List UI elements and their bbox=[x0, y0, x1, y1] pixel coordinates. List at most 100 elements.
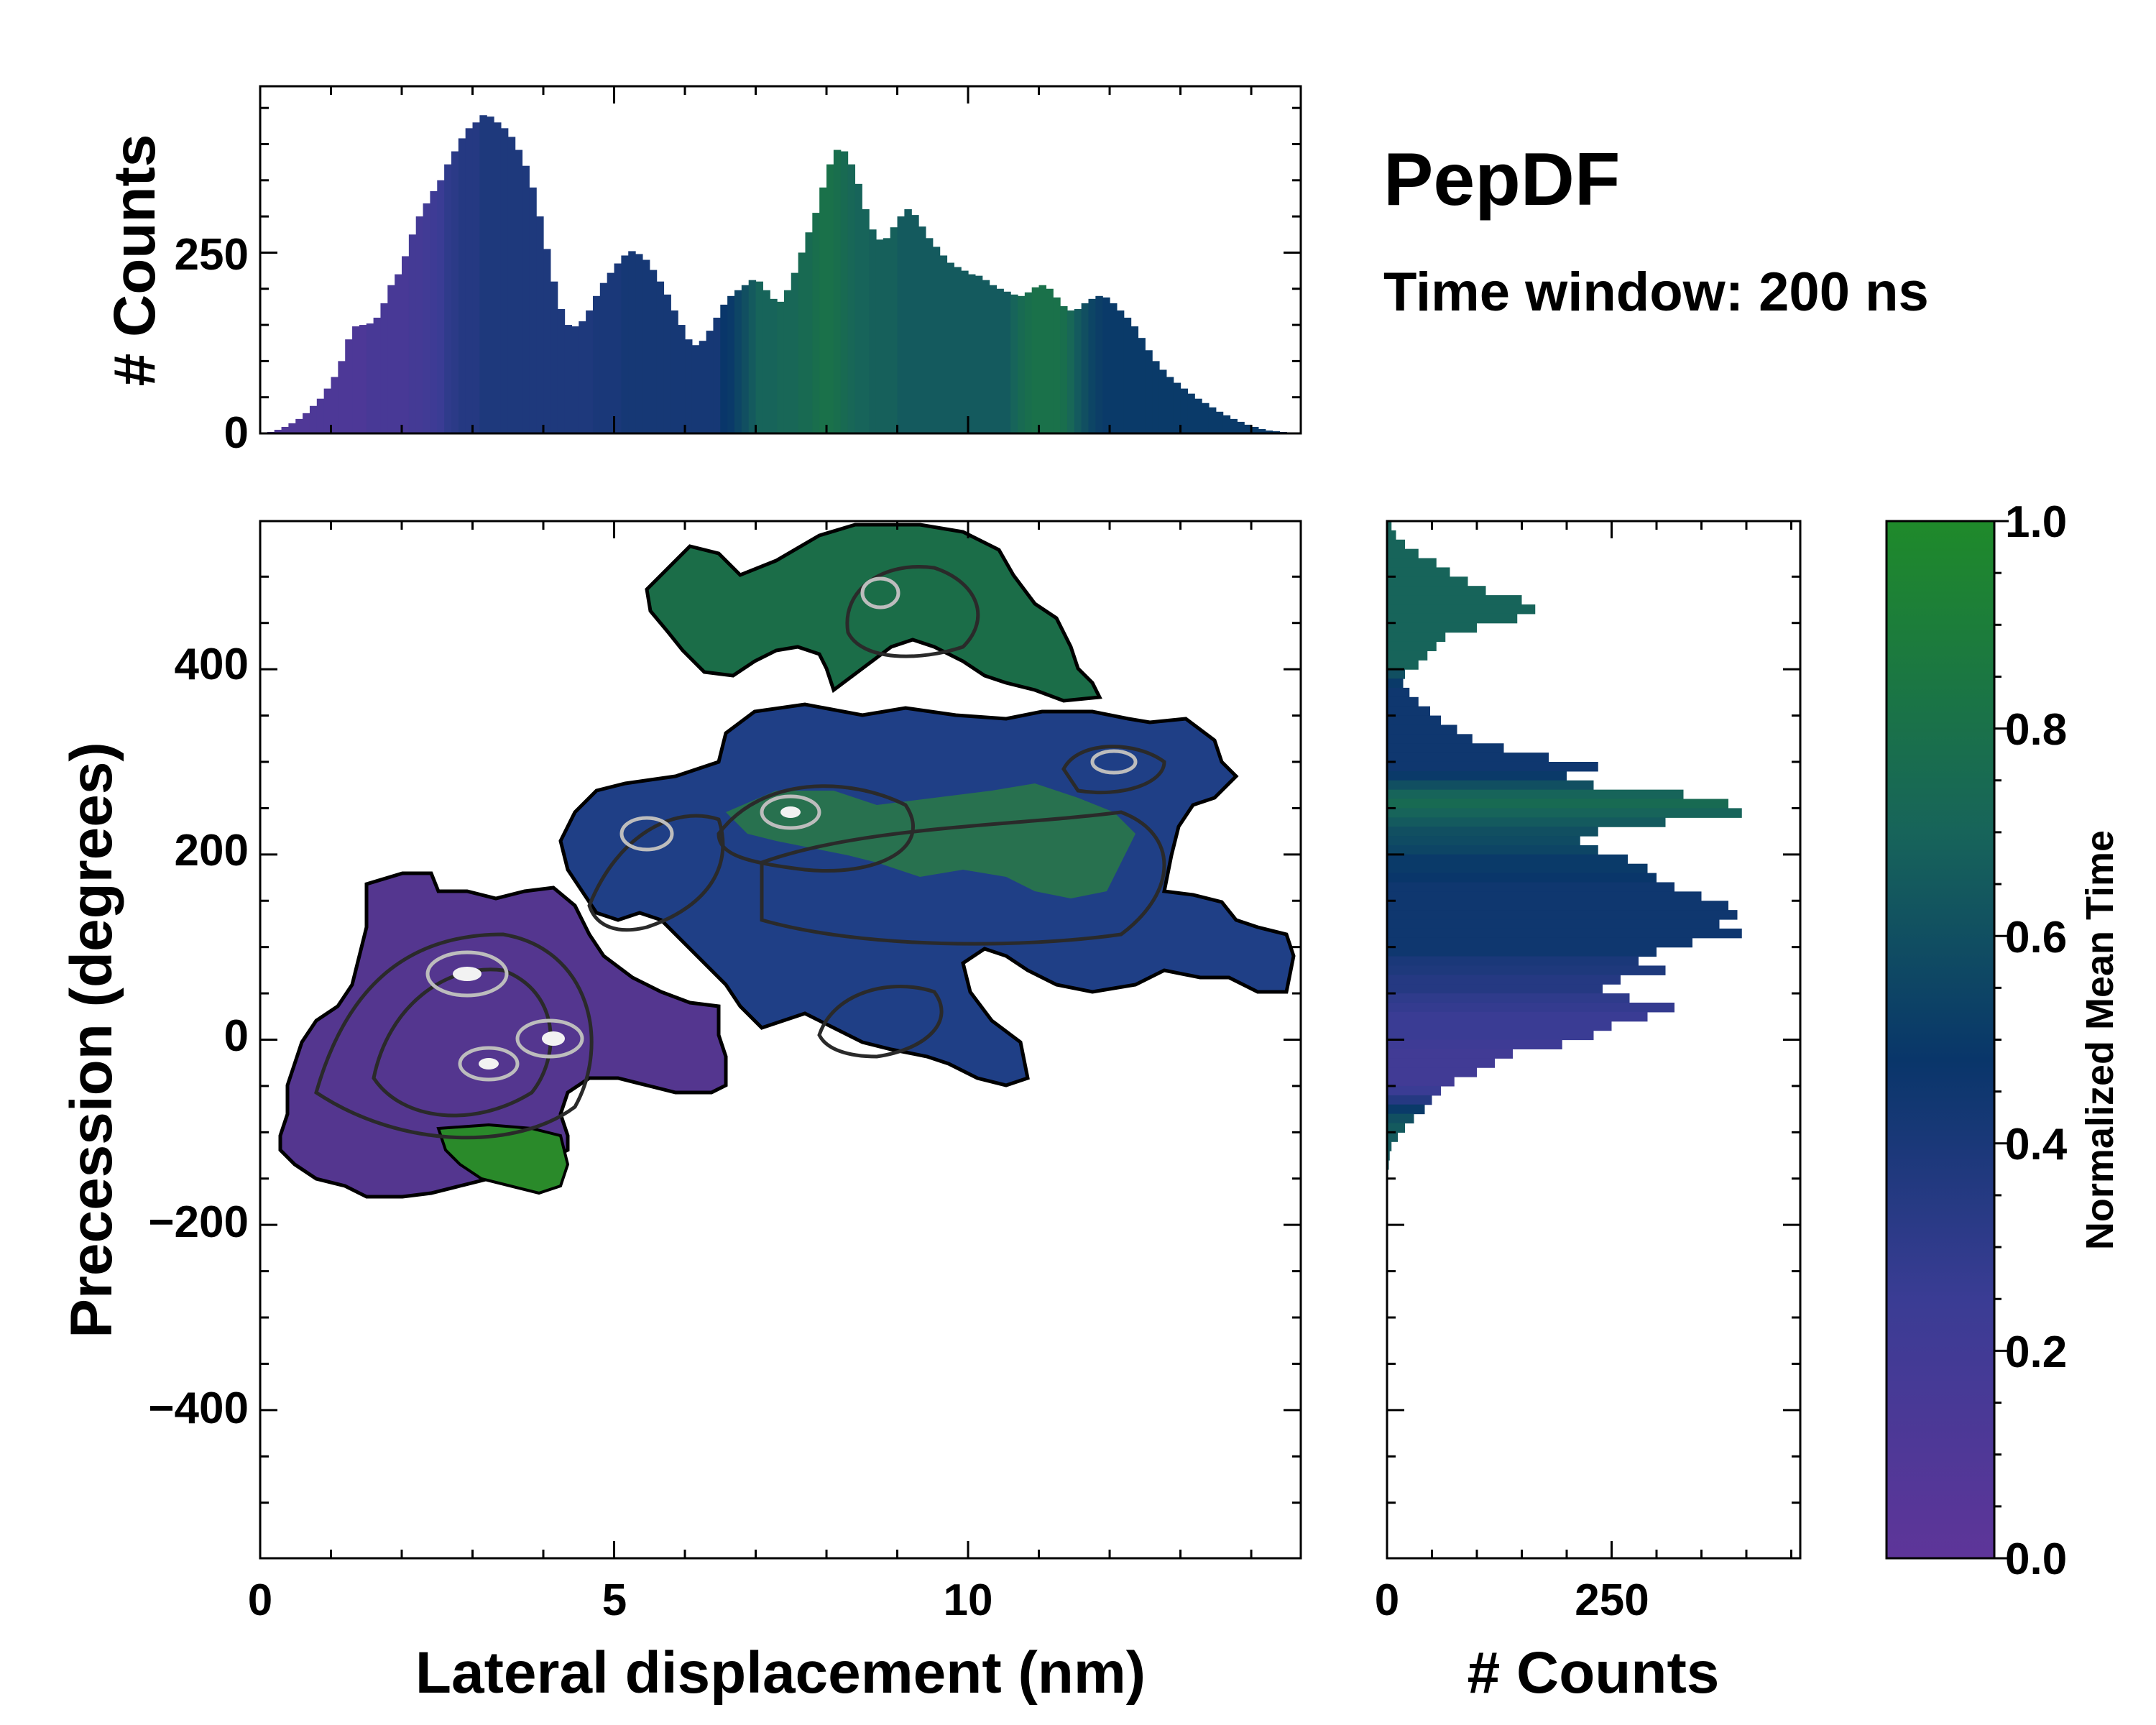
right-hist-bar bbox=[1387, 965, 1666, 975]
right-hist-bar bbox=[1387, 641, 1437, 651]
right-hist-bar bbox=[1387, 947, 1657, 957]
top-hist-bar bbox=[628, 251, 636, 433]
top-hist-bar bbox=[515, 150, 523, 434]
chart-title: PepDF bbox=[1383, 138, 1620, 221]
top-hist-bar bbox=[366, 323, 374, 433]
right-hist-bar bbox=[1387, 1002, 1674, 1013]
top-hist-bar bbox=[656, 281, 665, 433]
top-hist-bar bbox=[338, 361, 346, 433]
right-hist-bar bbox=[1387, 919, 1720, 929]
top-hist-bar bbox=[1010, 294, 1018, 433]
region-green-patch bbox=[436, 1123, 570, 1195]
top-hist-bar bbox=[748, 280, 757, 433]
top-hist-bar bbox=[281, 426, 290, 433]
top-hist-bar bbox=[1194, 398, 1202, 433]
density-peaks bbox=[425, 576, 1138, 1082]
right-hist-bar bbox=[1387, 539, 1405, 550]
top-hist-bar bbox=[387, 285, 395, 433]
top-hist-bar bbox=[798, 252, 806, 433]
top-hist-bar bbox=[904, 209, 912, 433]
main-xtick-5: 5 bbox=[602, 1576, 627, 1625]
right-hist-bar bbox=[1387, 753, 1549, 763]
top-hist-bar bbox=[727, 295, 735, 433]
top-hist-bar bbox=[642, 259, 650, 433]
top-hist-bar bbox=[529, 187, 537, 433]
top-hist-bar bbox=[1145, 350, 1153, 433]
right-hist-bar bbox=[1387, 595, 1522, 605]
top-hist-bar bbox=[465, 128, 474, 434]
top-hist-bar bbox=[1208, 407, 1217, 433]
top-hist-bar bbox=[777, 301, 785, 433]
top-hist-bar bbox=[1123, 318, 1132, 433]
main-ytick-0: 0 bbox=[224, 1011, 249, 1061]
right-hist-bar bbox=[1387, 650, 1428, 661]
top-hist-bar bbox=[685, 339, 693, 433]
right-hist-xtick-250: 250 bbox=[1575, 1576, 1649, 1625]
peak-6 bbox=[860, 576, 900, 610]
right-hist-bar bbox=[1387, 882, 1674, 892]
top-hist-bar bbox=[734, 290, 742, 433]
main-xtick-10: 10 bbox=[944, 1576, 993, 1625]
right-hist-bar bbox=[1387, 891, 1702, 901]
top-hist-bar bbox=[791, 272, 799, 433]
right-hist-bar bbox=[1387, 1123, 1405, 1133]
top-hist-bar bbox=[571, 326, 579, 433]
right-hist-bar bbox=[1387, 604, 1536, 615]
top-hist-ytick-0: 0 bbox=[224, 408, 249, 458]
right-hist-bar bbox=[1387, 975, 1621, 985]
colorbar-tick-1.0: 1.0 bbox=[2005, 497, 2067, 547]
right-hist-bar bbox=[1387, 799, 1728, 809]
colorbar-gradient bbox=[1885, 520, 1996, 1560]
top-hist-bar bbox=[706, 331, 714, 433]
right-hist-bar bbox=[1387, 678, 1404, 689]
right-hist-bar bbox=[1387, 827, 1598, 837]
top-hist-bar bbox=[847, 164, 856, 434]
peak-3 bbox=[458, 1046, 520, 1082]
right-hist-bar bbox=[1387, 1095, 1432, 1105]
top-hist-bar bbox=[1166, 377, 1174, 433]
top-hist-bar bbox=[373, 318, 382, 433]
top-hist-bar bbox=[1031, 287, 1040, 433]
top-hist-bar bbox=[295, 418, 303, 433]
right-hist-bar bbox=[1387, 687, 1410, 698]
top-hist-bar bbox=[487, 116, 494, 433]
top-hist-bar bbox=[607, 272, 615, 433]
top-hist-bar bbox=[579, 321, 586, 433]
right-hist-bar bbox=[1387, 854, 1628, 865]
right-hist-bar bbox=[1387, 780, 1594, 791]
right-hist-bar bbox=[1387, 993, 1630, 1003]
top-hist-bar bbox=[663, 294, 671, 433]
top-hist-bar bbox=[975, 275, 983, 433]
top-hist-bar bbox=[649, 270, 658, 433]
top-hist-bar bbox=[1102, 297, 1110, 433]
right-hist-bar bbox=[1387, 1113, 1414, 1124]
right-hist-bar bbox=[1387, 576, 1468, 586]
top-hist-bar bbox=[380, 303, 388, 433]
right-histogram-ticks bbox=[1386, 521, 1800, 1558]
right-hist-bar bbox=[1387, 808, 1742, 818]
top-hist-bar bbox=[1265, 430, 1273, 433]
colorbar-label: Normalized Mean Time bbox=[2078, 830, 2122, 1250]
right-hist-bar bbox=[1387, 937, 1692, 948]
top-hist-bar bbox=[1138, 338, 1146, 433]
top-hist-bar bbox=[840, 151, 849, 433]
top-hist-bar bbox=[1038, 285, 1046, 433]
colorbar-tick-0.2: 0.2 bbox=[2005, 1328, 2067, 1377]
top-hist-bar bbox=[833, 150, 842, 434]
top-hist-bar bbox=[862, 209, 870, 433]
right-hist-bar bbox=[1387, 873, 1657, 883]
top-hist-ytick-250: 250 bbox=[175, 230, 249, 280]
main-heatmap: 0 5 10 400 200 0 −200 −400 Lateral displ… bbox=[59, 520, 1302, 1706]
right-hist-xlabel: # Counts bbox=[1468, 1640, 1720, 1706]
top-hist-bar bbox=[812, 213, 820, 433]
top-hist-bar bbox=[925, 238, 934, 433]
right-hist-bar bbox=[1387, 669, 1405, 679]
right-hist-bar bbox=[1387, 1011, 1648, 1022]
top-hist-bar bbox=[402, 256, 410, 433]
top-hist-bar bbox=[918, 226, 926, 433]
top-hist-bar bbox=[423, 203, 431, 433]
top-hist-bar bbox=[309, 405, 318, 433]
right-hist-bar bbox=[1387, 734, 1473, 744]
top-hist-bar bbox=[678, 325, 686, 433]
